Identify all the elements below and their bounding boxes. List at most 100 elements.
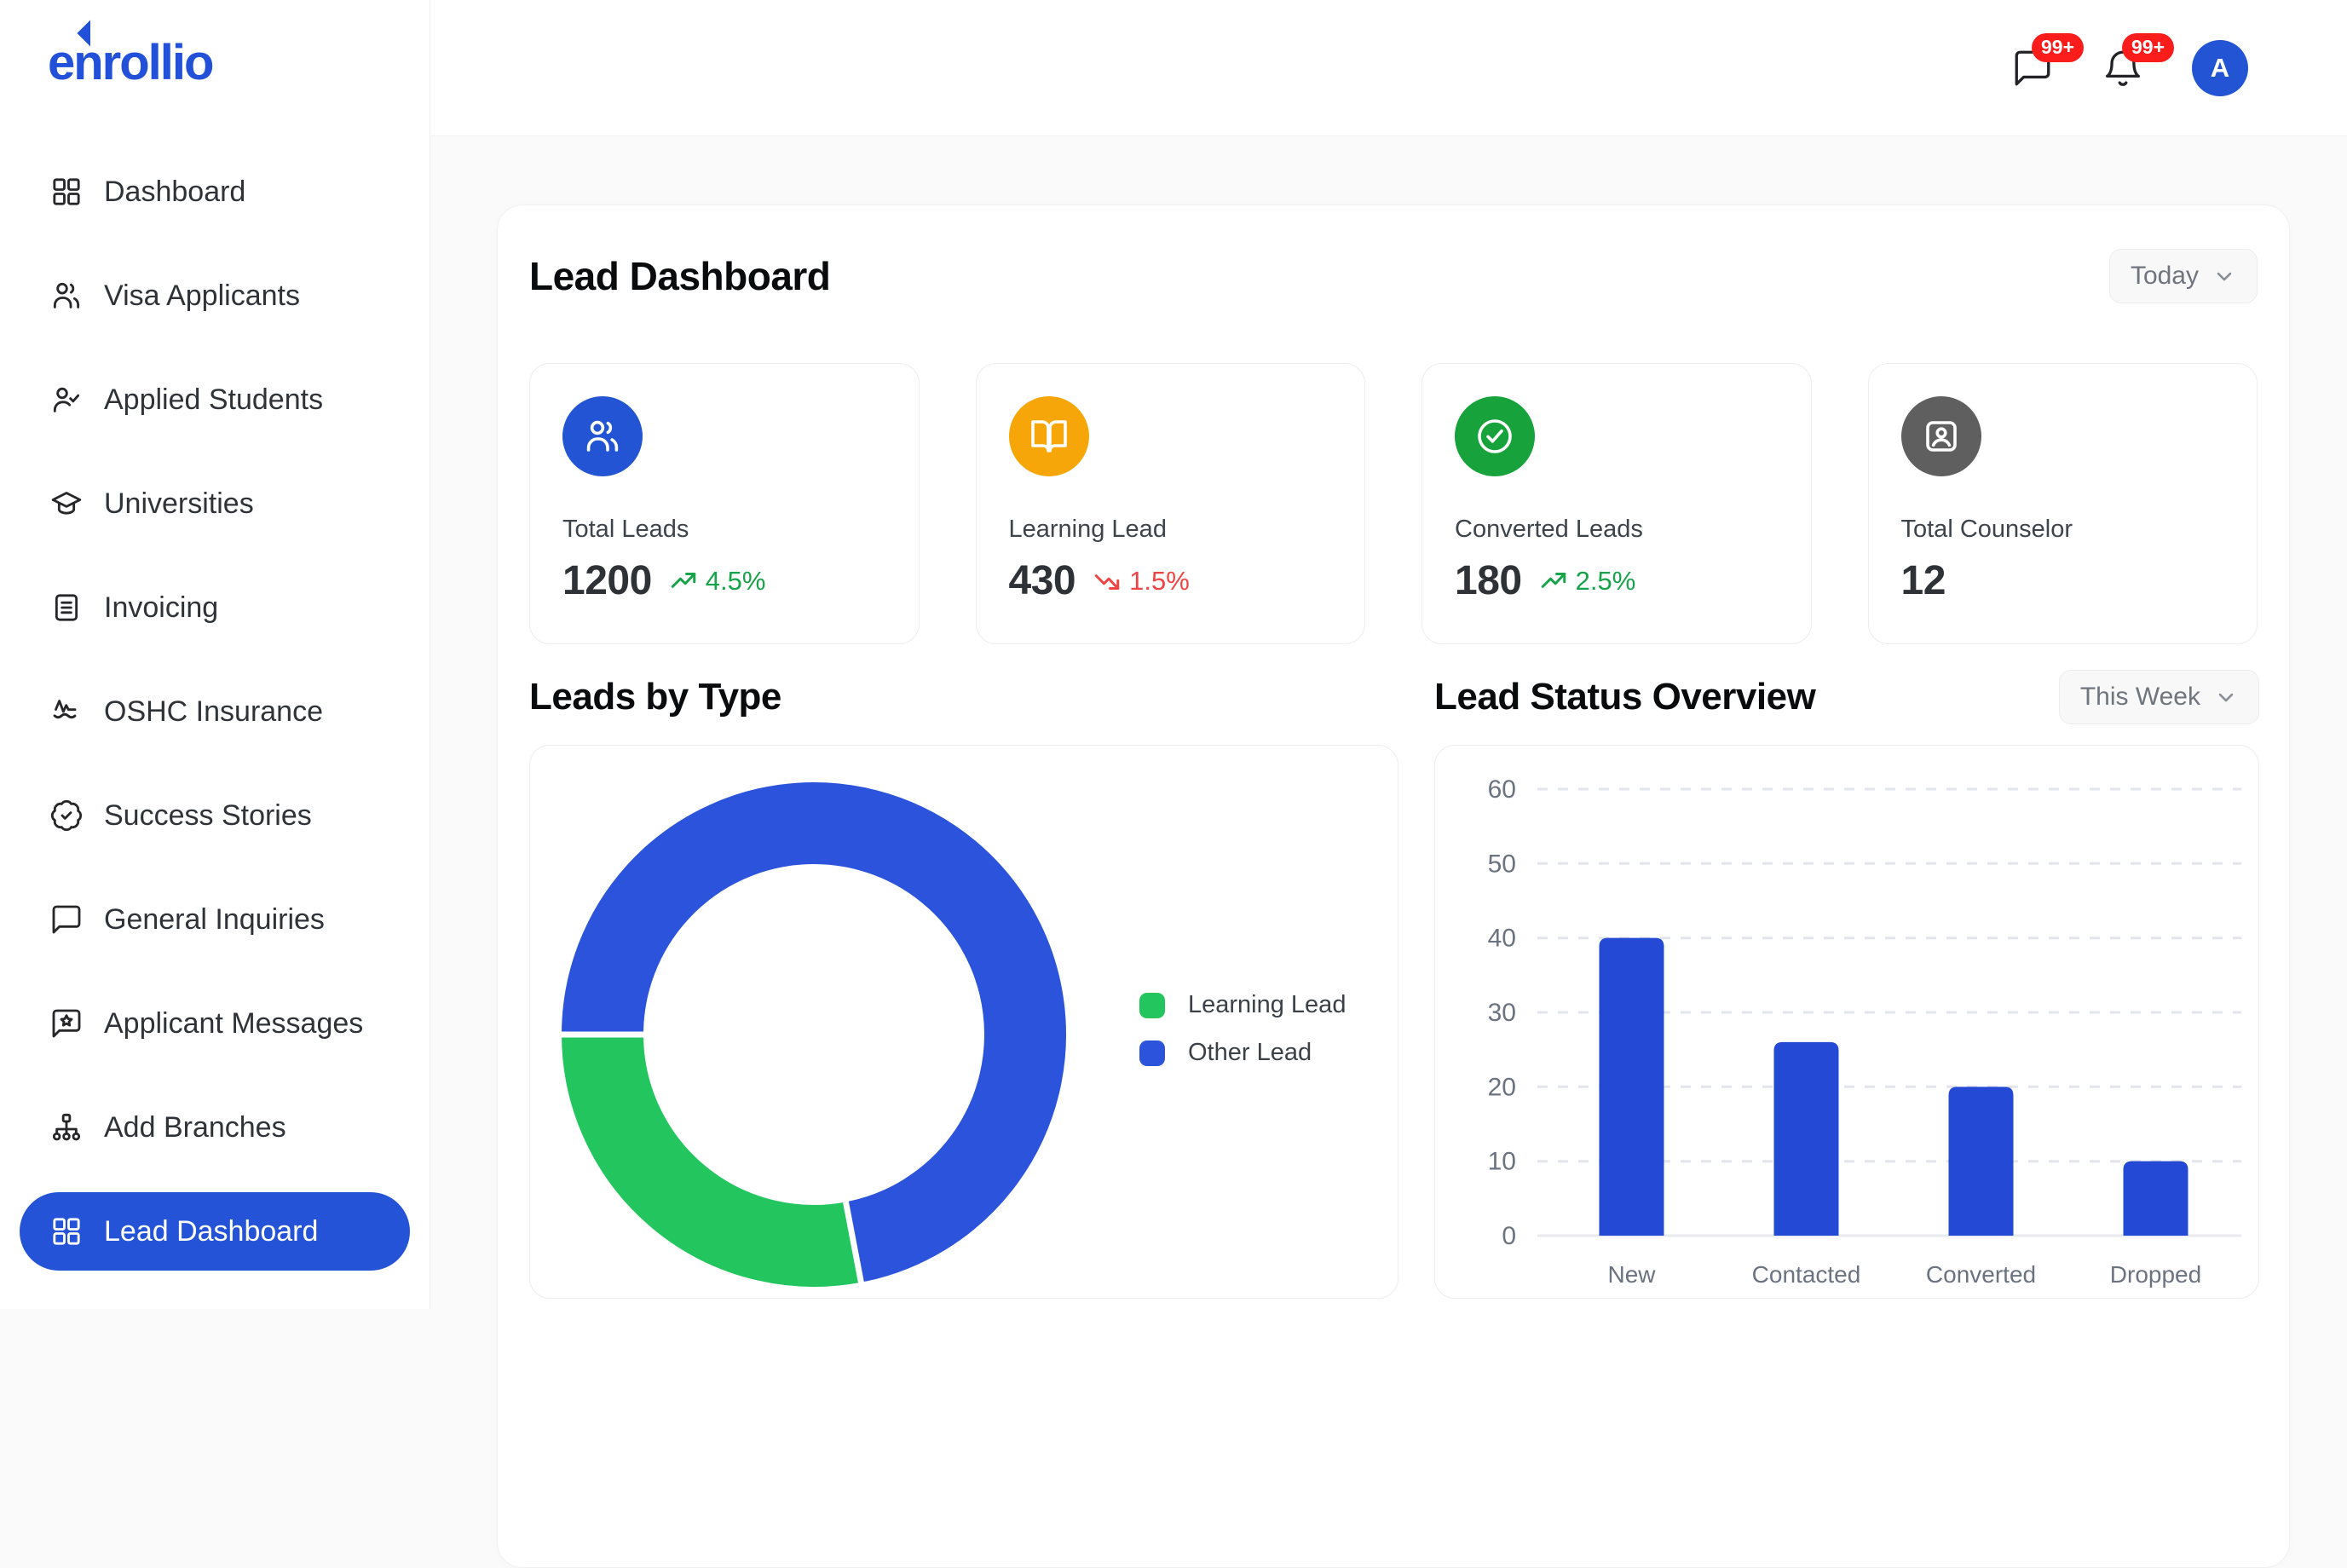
stat-value: 12 [1900,558,1946,603]
topbar: 99+ 99+ A [430,0,2347,136]
notifications-button[interactable]: 99+ [2102,32,2175,89]
enrollio-logo[interactable]: enrollio [48,20,214,91]
leads-by-type-title: Leads by Type [529,676,781,718]
charts-row: Leads by Type Learning Lead Other Lead Le… [529,661,2259,1299]
bar-dropped [2123,1161,2188,1236]
legend-label: Other Lead [1188,1039,1312,1066]
svg-text:Converted: Converted [1926,1261,2036,1288]
messages-badge: 99+ [2032,32,2085,62]
message-icon [49,902,84,937]
user-check-icon [49,383,84,417]
stat-value: 180 [1455,558,1522,603]
stat-label: Total Counselor [1900,516,2073,543]
trending-down-icon [1093,567,1122,596]
donut-chart [553,782,1066,1292]
svg-text:40: 40 [1488,925,1516,953]
bar-chart-card: 0 10 20 30 40 50 60 New Contacted Converted Droppe… [1434,745,2259,1299]
sidebar: enrollio Dashboard Visa Applicants Applied… [0,0,430,1309]
avatar-initial: A [2210,52,2230,83]
badge-check-icon [49,798,84,833]
sidebar-item-label: Success Stories [104,798,312,832]
id-card-icon [1900,396,1981,476]
bar-new [1599,937,1664,1236]
activity-icon [49,695,84,729]
bar-converted [1948,1087,2014,1236]
sidebar-item-label: Applied Students [104,383,324,416]
sidebar-item-applied-students[interactable]: Applied Students [20,360,410,439]
stat-card-converted-leads: Converted Leads 180 2.5% [1421,363,1812,644]
grid-icon [49,175,84,209]
messages-button[interactable]: 99+ [2011,32,2085,89]
legend-swatch [1139,992,1165,1018]
leads-by-type-section: Leads by Type Learning Lead Other Lead [529,661,1398,1299]
stat-card-total-leads: Total Leads 1200 4.5% [529,363,920,644]
lead-status-title: Lead Status Overview [1434,676,1816,718]
grad-cap-icon [49,487,84,521]
leads-by-type-header: Leads by Type [529,661,1398,733]
chevron-down-icon [2214,685,2238,709]
legend-item-learning-lead: Learning Lead [1139,991,1346,1019]
svg-text:10: 10 [1488,1148,1516,1176]
sidebar-item-dashboard[interactable]: Dashboard [20,153,410,231]
sidebar-item-label: Dashboard [104,175,246,208]
stat-value: 1200 [562,558,652,603]
trend-up: 2.5% [1539,565,1636,597]
sidebar-item-label: Universities [104,487,254,520]
sidebar-item-oshc-insurance[interactable]: OSHC Insurance [20,672,410,751]
users-icon [49,279,84,313]
users-icon [562,396,643,476]
notifications-badge: 99+ [2122,32,2175,62]
sidebar-item-applicant-messages[interactable]: Applicant Messages [20,984,410,1063]
stat-card-learning-lead: Learning Lead 430 1.5% [975,363,1365,644]
bar-contacted [1773,1041,1839,1236]
file-text-icon [49,591,84,625]
stat-label: Converted Leads [1455,516,1643,543]
stat-label: Learning Lead [1008,516,1167,543]
sidebar-item-label: General Inquiries [104,902,325,936]
week-range-value: This Week [2079,683,2200,711]
sidebar-item-success-stories[interactable]: Success Stories [20,776,410,855]
sidebar-item-label: Visa Applicants [104,279,300,312]
avatar[interactable]: A [2192,39,2248,96]
stat-label: Total Leads [562,516,689,543]
trend-value: 4.5% [705,565,766,596]
sidebar-item-visa-applicants[interactable]: Visa Applicants [20,257,410,335]
trend-value: 1.5% [1129,565,1190,596]
svg-text:New: New [1607,1261,1656,1288]
legend-swatch [1139,1040,1165,1066]
lead-status-section: Lead Status Overview This Week 0 10 20 30 40… [1434,661,2259,1299]
sidebar-nav: Dashboard Visa Applicants Applied Students… [0,153,430,1271]
svg-text:30: 30 [1488,999,1516,1027]
stat-cards-row: Total Leads 1200 4.5% Learning Lead 430 1.5% C… [529,363,2258,644]
date-range-dropdown[interactable]: Today [2108,249,2258,303]
sidebar-item-add-branches[interactable]: Add Branches [20,1088,410,1167]
legend-item-other-lead: Other Lead [1139,1039,1346,1067]
chevron-down-icon [2212,264,2236,288]
stat-card-total-counselor: Total Counselor 12 [1867,363,2258,644]
sidebar-item-label: Lead Dashboard [104,1214,319,1248]
sidebar-item-general-inquiries[interactable]: General Inquiries [20,880,410,959]
sidebar-item-lead-dashboard[interactable]: Lead Dashboard [20,1192,410,1271]
donut-legend: Learning Lead Other Lead [1139,991,1346,1067]
sidebar-item-label: Add Branches [104,1110,286,1144]
donut-segment-other-lead [562,782,1066,1283]
bar-chart: 0 10 20 30 40 50 60 New Contacted Converted Droppe… [1488,775,2241,1288]
grid-icon [49,1214,84,1248]
trending-up-icon [1539,567,1568,596]
svg-text:50: 50 [1488,850,1516,878]
date-range-value: Today [2130,262,2199,290]
legend-label: Learning Lead [1188,991,1346,1018]
sidebar-item-label: Invoicing [104,591,219,624]
sidebar-item-label: OSHC Insurance [104,695,323,728]
sidebar-item-universities[interactable]: Universities [20,464,410,543]
org-tree-icon [49,1110,84,1144]
trend-value: 2.5% [1575,565,1636,596]
week-range-dropdown[interactable]: This Week [2058,670,2259,724]
donut-chart-card: Learning Lead Other Lead [529,745,1398,1299]
main-content: Lead Dashboard Today Total Leads 1200 4.5%… [430,136,2347,1568]
panel-header: Lead Dashboard Today [529,237,2258,315]
svg-text:Contacted: Contacted [1752,1261,1861,1288]
sidebar-item-invoicing[interactable]: Invoicing [20,568,410,647]
lead-dashboard-panel: Lead Dashboard Today Total Leads 1200 4.5%… [497,205,2290,1568]
bell-icon [2102,50,2144,93]
